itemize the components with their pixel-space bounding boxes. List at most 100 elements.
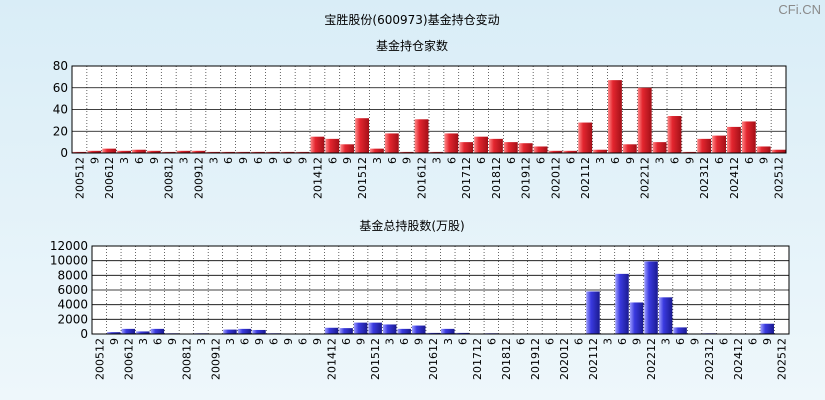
count-bar [414, 119, 429, 153]
count-ytick-label: 20 [53, 124, 68, 138]
chart2-title: 基金总持股数(万股) [359, 219, 465, 233]
count-ytick-label: 60 [53, 81, 68, 95]
shares-ytick-label: 8000 [57, 268, 88, 282]
shares-bar [121, 328, 136, 334]
shares-bar [339, 328, 353, 334]
count-bar [221, 151, 236, 153]
count-xtick-label: 3 [207, 157, 220, 164]
shares-bar [615, 273, 629, 334]
count-bar [355, 118, 369, 153]
count-xtick-label: 6 [386, 157, 399, 164]
shares-bar [586, 291, 600, 334]
count-xtick-label: 6 [133, 157, 146, 164]
shares-xtick-label: 3 [660, 338, 673, 345]
shares-bar [760, 323, 774, 334]
count-bar [503, 142, 518, 153]
shares-xtick-label: 9 [311, 338, 324, 345]
count-xtick-label: 9 [148, 157, 161, 164]
count-bar [117, 150, 131, 153]
count-bar [384, 133, 399, 153]
shares-bar [223, 329, 237, 334]
shares-frame [91, 245, 790, 335]
count-xtick-label: 201912 [520, 157, 533, 199]
shares-xtick-label: 6 [238, 338, 251, 345]
count-bar [251, 151, 265, 153]
count-xtick-label: 200612 [103, 157, 116, 199]
count-xtick-label: 201512 [356, 157, 369, 199]
shares-xtick-label: 6 [572, 338, 585, 345]
count-bar [563, 150, 578, 153]
count-xtick-label: 202412 [728, 157, 741, 199]
count-xtick-label: 6 [326, 157, 339, 164]
shares-ytick-label: 4000 [57, 298, 88, 312]
shares-xtick-label: 202012 [558, 338, 571, 380]
count-bar [682, 151, 697, 153]
count-xtick-label: 200912 [192, 157, 205, 199]
count-bar [206, 151, 221, 153]
shares-bar [150, 328, 165, 334]
count-xtick-label: 202312 [698, 157, 711, 199]
count-bar [161, 151, 176, 153]
shares-xtick-label: 200512 [93, 338, 106, 380]
shares-bar [382, 324, 397, 334]
count-bar [444, 133, 459, 153]
count-xtick-label: 9 [758, 157, 771, 164]
count-bar [310, 136, 325, 153]
shares-xtick-label: 202512 [776, 338, 789, 380]
shares-bar [353, 322, 368, 334]
shares-xtick-label: 201712 [471, 338, 484, 380]
count-bar [280, 151, 295, 153]
shares-xtick-label: 201912 [529, 338, 542, 380]
count-xtick-label: 3 [371, 157, 384, 164]
count-xtick-label: 6 [282, 157, 295, 164]
count-bar [771, 149, 786, 153]
shares-xtick-label: 200912 [209, 338, 222, 380]
chart1-title: 基金持仓家数 [375, 39, 449, 53]
shares-xtick-label: 202412 [732, 338, 745, 380]
shares-xtick-label: 202312 [703, 338, 716, 380]
count-ytick-label: 80 [53, 59, 68, 73]
count-bar [727, 126, 741, 153]
shares-bar [658, 297, 673, 334]
shares-xtick-label: 201412 [326, 338, 339, 380]
count-bar [622, 144, 637, 153]
shares-xtick-label: 202212 [645, 338, 658, 380]
count-xtick-label: 201812 [490, 157, 503, 199]
shares-xtick-label: 6 [297, 338, 310, 345]
shares-xtick-label: 9 [631, 338, 644, 345]
shares-xtick-label: 6 [747, 338, 760, 345]
shares-bar [368, 322, 382, 334]
shares-bar [644, 261, 658, 334]
shares-xtick-label: 9 [282, 338, 295, 345]
count-bar [459, 142, 474, 153]
count-xtick-label: 3 [430, 157, 443, 164]
shares-xtick-label: 3 [195, 338, 208, 345]
shares-bar [426, 332, 440, 334]
count-xtick-label: 9 [297, 157, 310, 164]
shares-bar [629, 302, 644, 334]
count-bar [191, 150, 206, 153]
shares-bar [107, 332, 121, 334]
shares-xtick-label: 6 [340, 338, 353, 345]
shares-xtick-label: 9 [108, 338, 121, 345]
count-xtick-label: 201612 [416, 157, 429, 199]
count-xtick-label: 3 [654, 157, 667, 164]
shares-xtick-label: 6 [268, 338, 281, 345]
count-ytick-label: 40 [53, 103, 68, 117]
count-xtick-label: 9 [683, 157, 696, 164]
count-bar [593, 149, 607, 153]
shares-xtick-label: 6 [674, 338, 687, 345]
count-xtick-label: 6 [564, 157, 577, 164]
count-xtick-label: 3 [594, 157, 607, 164]
shares-xtick-label: 6 [543, 338, 556, 345]
shares-xtick-label: 9 [253, 338, 266, 345]
shares-xtick-label: 201612 [427, 338, 440, 380]
count-xtick-label: 6 [743, 157, 756, 164]
shares-xtick-label: 6 [718, 338, 731, 345]
shares-xtick-label: 3 [384, 338, 397, 345]
shares-xtick-label: 3 [137, 338, 150, 345]
shares-ytick-label: 10000 [50, 254, 88, 268]
count-bar [265, 151, 280, 153]
